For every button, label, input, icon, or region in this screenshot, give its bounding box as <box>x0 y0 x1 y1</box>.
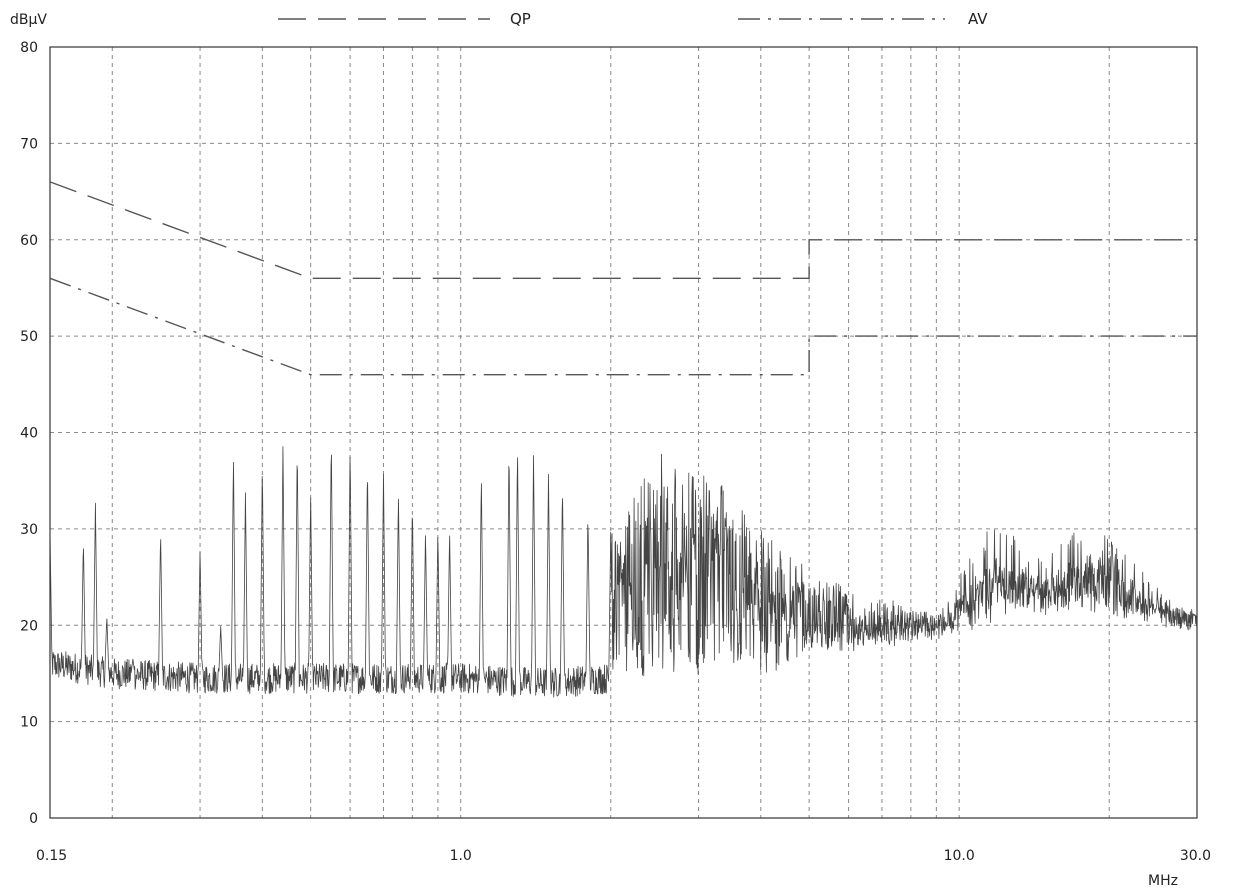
legend-label-qp: QP <box>510 10 531 28</box>
x-tick-label: 1.0 <box>450 848 472 864</box>
y-tick-label: 0 <box>29 811 38 827</box>
grid-layer <box>50 46 1197 818</box>
y-tick-label: 40 <box>20 426 38 442</box>
axis-layer <box>49 46 1198 819</box>
legend-label-av: AV <box>968 10 988 28</box>
y-tick-label: 80 <box>20 40 38 56</box>
x-tick-label: 30.0 <box>1180 848 1211 864</box>
measurement-trace <box>49 446 1198 698</box>
y-tick-label: 70 <box>20 136 38 152</box>
x-axis-unit-label: MHz <box>1148 873 1178 889</box>
y-tick-label: 60 <box>20 233 38 249</box>
tick-label-layer: 0 10 20 30 40 50 60 70 80 0.15 1.0 10.0 30.0 <box>20 40 1211 864</box>
limit-line-av <box>49 277 1197 376</box>
x-tick-label: 10.0 <box>944 848 975 864</box>
y-tick-label: 30 <box>20 522 38 538</box>
limit-lines-layer <box>49 181 1197 376</box>
y-tick-label: 10 <box>20 715 38 731</box>
plot-frame <box>49 46 1198 819</box>
y-tick-label: 50 <box>20 329 38 345</box>
y-axis-unit-label: dBµV <box>10 12 47 28</box>
x-tick-label: 0.15 <box>36 848 67 864</box>
y-tick-label: 20 <box>20 618 38 634</box>
limit-line-qp <box>49 181 1197 279</box>
legend: QP AV <box>278 10 988 28</box>
measurement-trace-layer <box>49 446 1198 698</box>
